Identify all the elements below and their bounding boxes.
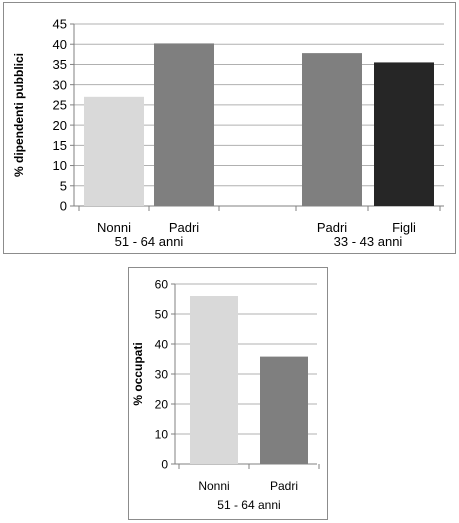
chart-dipendenti-pubblici: 0 5 10 15 20 25 30 35 40 45 % dipendenti pubblici N… [3, 2, 456, 254]
y-tick-label: 60 [155, 277, 169, 291]
y-tick-label: 25 [53, 98, 67, 113]
y-tick-label: 10 [53, 158, 67, 173]
chart-dipendenti-pubblici-svg: 0 5 10 15 20 25 30 35 40 45 % dipendenti pubblici N… [12, 17, 444, 249]
y-axis-label: % dipendenti pubblici [12, 53, 26, 177]
bar-nonni [190, 296, 238, 464]
y-tick-label: 45 [53, 17, 67, 32]
y-tick-label: 50 [155, 307, 169, 321]
y-tick-label: 5 [60, 178, 67, 193]
group-label: 33 - 43 anni [334, 234, 403, 249]
y-tick-label: 40 [53, 37, 67, 52]
x-tick-label: Nonni [198, 479, 229, 493]
bar-padri [154, 43, 214, 207]
x-tick-label: Figli [392, 220, 416, 235]
y-axis-label: % occupati [131, 342, 145, 405]
y-tick-label: 0 [60, 199, 67, 214]
y-tick-label: 30 [53, 77, 67, 92]
chart-occupati: 0 10 20 30 40 50 60 % occupati Nonni Padri 51 - 64… [128, 267, 328, 520]
chart-occupati-svg: 0 10 20 30 40 50 60 % occupati Nonni Padri 51 - 64… [131, 277, 320, 512]
y-tick-label: 10 [155, 427, 169, 441]
y-tick-label: 20 [155, 397, 169, 411]
y-tick-label: 20 [53, 118, 67, 133]
group-label: 51 - 64 anni [115, 234, 184, 249]
bar-nonni [84, 96, 144, 206]
x-tick-label: Padri [270, 479, 298, 493]
x-tick-label: Nonni [97, 220, 131, 235]
bar-padri [302, 53, 362, 207]
y-tick-label: 0 [161, 457, 168, 471]
group-label: 51 - 64 anni [217, 498, 280, 512]
x-tick-label: Padri [317, 220, 347, 235]
y-tick-label: 35 [53, 57, 67, 72]
bar-padri [260, 356, 308, 464]
y-tick-label: 15 [53, 138, 67, 153]
x-tick-label: Padri [169, 220, 199, 235]
y-tick-label: 40 [155, 337, 169, 351]
bar-figli [374, 62, 434, 206]
y-tick-label: 30 [155, 367, 169, 381]
